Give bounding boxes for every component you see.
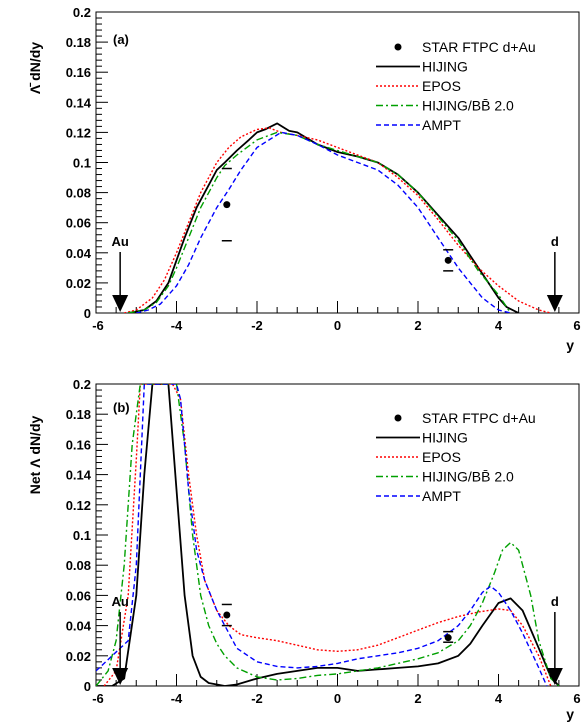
arrow-head — [546, 668, 563, 685]
legend-entry: HIJING/BB̄ 2.0 — [376, 469, 514, 485]
data-point — [223, 201, 231, 209]
arrow-head — [112, 295, 129, 312]
legend-label: EPOS — [422, 449, 461, 465]
legend-marker — [394, 43, 402, 51]
x-tick-label: 6 — [573, 691, 580, 706]
panel-b: 00.020.040.060.080.10.120.140.160.180.2 … — [27, 377, 581, 722]
legend-label: EPOS — [422, 78, 461, 94]
legend-label: HIJING/BB̄ 2.0 — [422, 98, 514, 114]
arrow-d: d — [546, 594, 563, 685]
y-tick-label: 0.12 — [66, 125, 91, 140]
legend-label: AMPT — [422, 488, 461, 504]
y-tick-label: 0.08 — [66, 558, 91, 573]
x-axis-label: y — [566, 337, 574, 353]
series-line-hijing-bb-2-0 — [128, 131, 512, 313]
arrow-au: Au — [111, 234, 129, 312]
x-axis-label: y — [566, 706, 574, 722]
legend-label: HIJING/BB̄ 2.0 — [422, 469, 514, 485]
x-tick-label: -4 — [171, 691, 183, 706]
y-tick-label: 0 — [84, 679, 91, 694]
x-tick-label: -2 — [251, 691, 263, 706]
y-tick-label: 0.2 — [73, 5, 91, 20]
panel-label: (a) — [113, 32, 129, 47]
legend-entry: STAR FTPC d+Au — [394, 410, 536, 426]
series-line-ampt — [96, 384, 548, 686]
x-tick-label: -6 — [92, 318, 104, 333]
x-tick-label: 6 — [573, 318, 580, 333]
legend-marker — [394, 414, 402, 422]
y-tick-label: 0.14 — [66, 468, 92, 483]
y-tick-label: 0.12 — [66, 498, 91, 513]
series-line-ampt — [136, 131, 511, 313]
legend-label: HIJING — [422, 430, 468, 446]
y-axis-label: Net Λ dN/dy — [27, 416, 43, 495]
y-tick-label: 0.08 — [66, 186, 91, 201]
y-tick-label: 0.1 — [73, 528, 91, 543]
x-tick-label: 0 — [334, 318, 341, 333]
x-tick-label: 2 — [414, 691, 421, 706]
y-tick-label: 0 — [84, 306, 91, 321]
y-tick-label: 0.04 — [66, 619, 92, 634]
series-line-epos — [103, 384, 552, 686]
data-point — [444, 634, 452, 642]
series-line-epos — [124, 127, 551, 313]
arrow-label: Au — [111, 594, 128, 609]
arrow-label: Au — [111, 234, 128, 249]
y-tick-label: 0.02 — [66, 276, 91, 291]
series-line-hijing — [128, 122, 520, 313]
legend-entry: HIJING — [376, 430, 468, 446]
legend-label: STAR FTPC d+Au — [422, 39, 536, 55]
data-point — [223, 611, 231, 619]
arrow-label: d — [551, 234, 559, 249]
y-tick-label: 0.2 — [73, 377, 91, 392]
y-tick-label: 0.18 — [66, 35, 91, 50]
y-tick-label: 0.14 — [66, 95, 92, 110]
x-tick-label: 4 — [495, 318, 503, 333]
x-tick-label: -4 — [171, 318, 183, 333]
legend-entry: STAR FTPC d+Au — [394, 39, 536, 55]
x-tick-label: -2 — [251, 318, 263, 333]
panel-a: 00.020.040.060.080.10.120.140.160.180.2 … — [27, 5, 581, 353]
data-point — [444, 256, 452, 264]
legend-label: STAR FTPC d+Au — [422, 410, 536, 426]
arrow-head — [546, 295, 563, 312]
series-line-hijing — [96, 384, 560, 686]
legend-entry: HIJING — [376, 59, 468, 75]
y-tick-label: 0.16 — [66, 437, 91, 452]
legend-entry: EPOS — [376, 449, 461, 465]
y-axis-label: Λ̄ dN/dy — [27, 42, 43, 94]
x-tick-label: 0 — [334, 691, 341, 706]
x-tick-label: -6 — [92, 691, 104, 706]
legend-entry: EPOS — [376, 78, 461, 94]
x-tick-label: 4 — [495, 691, 503, 706]
arrow-d: d — [546, 234, 563, 312]
legend-entry: AMPT — [376, 488, 461, 504]
y-tick-label: 0.04 — [66, 246, 92, 261]
plot-frame — [95, 11, 580, 314]
x-tick-label: 2 — [414, 318, 421, 333]
plot-frame — [95, 383, 580, 687]
y-tick-label: 0.1 — [73, 156, 91, 171]
y-tick-label: 0.16 — [66, 65, 91, 80]
y-tick-label: 0.18 — [66, 407, 91, 422]
y-tick-label: 0.02 — [66, 649, 91, 664]
panel-label: (b) — [113, 400, 130, 415]
y-tick-label: 0.06 — [66, 216, 91, 231]
legend-label: HIJING — [422, 59, 468, 75]
arrow-au: Au — [111, 594, 129, 685]
legend-label: AMPT — [422, 117, 461, 133]
arrow-head — [112, 668, 129, 685]
legend-entry: AMPT — [376, 117, 461, 133]
arrow-label: d — [551, 594, 559, 609]
legend-entry: HIJING/BB̄ 2.0 — [376, 98, 514, 114]
series-line-hijing-bb-2-0 — [96, 384, 560, 686]
y-tick-label: 0.06 — [66, 588, 91, 603]
